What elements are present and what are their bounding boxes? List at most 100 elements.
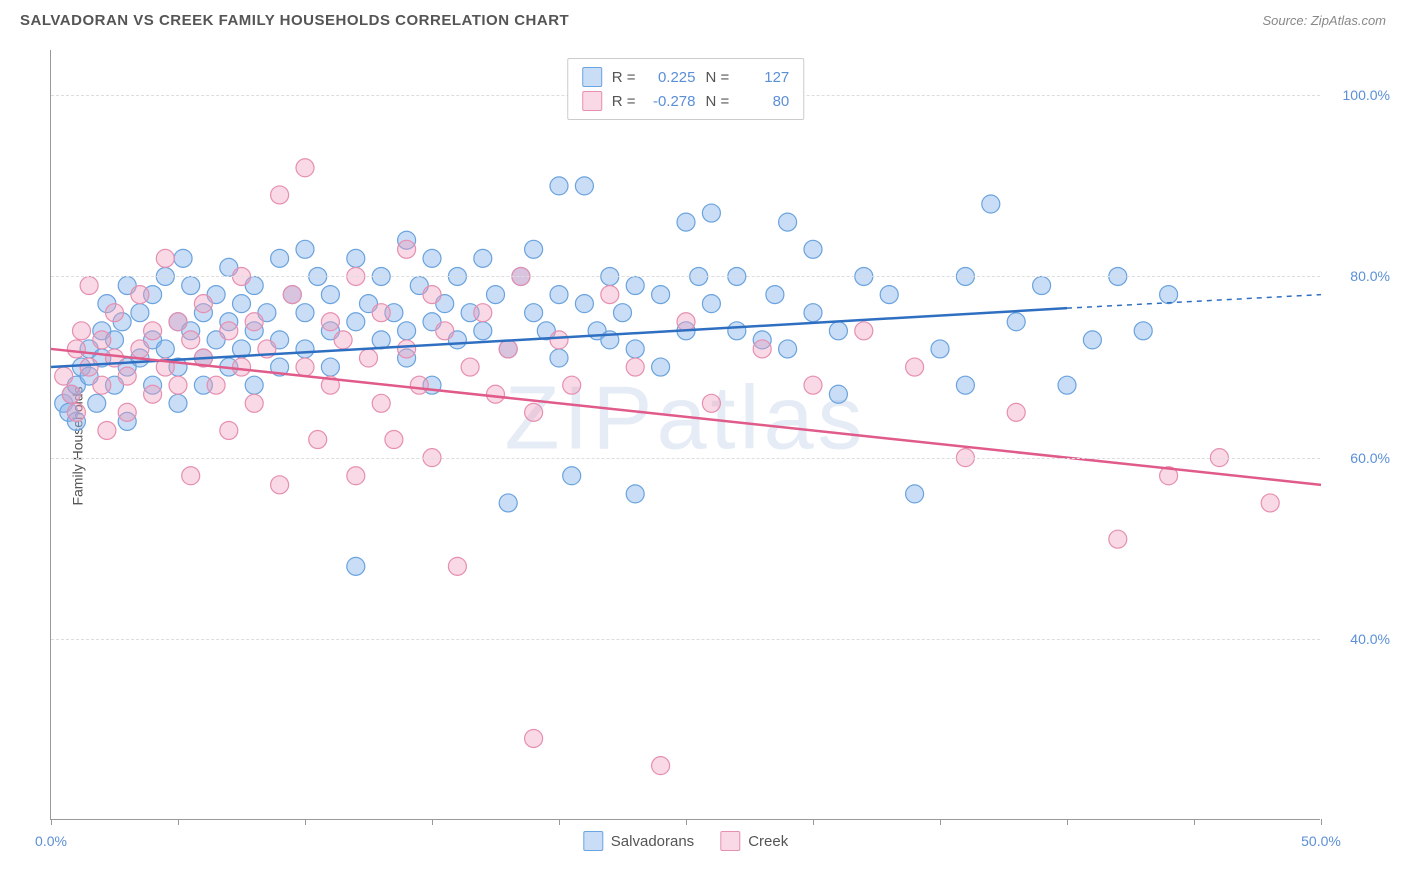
x-tick — [813, 819, 814, 825]
scatter-point — [804, 376, 822, 394]
gridline-h — [51, 276, 1320, 277]
scatter-point — [118, 367, 136, 385]
scatter-point — [156, 340, 174, 358]
r-label: R = — [612, 69, 636, 86]
swatch-salvadorans — [582, 67, 602, 87]
scatter-point — [80, 358, 98, 376]
scatter-point — [118, 403, 136, 421]
n-label: N = — [706, 69, 730, 86]
x-tick — [940, 819, 941, 825]
swatch-creek — [582, 91, 602, 111]
scatter-point — [779, 213, 797, 231]
scatter-point — [182, 467, 200, 485]
scatter-point — [169, 376, 187, 394]
scatter-point — [550, 286, 568, 304]
scatter-point — [144, 322, 162, 340]
scatter-point — [88, 394, 106, 412]
scatter-point — [321, 313, 339, 331]
scatter-point — [80, 277, 98, 295]
scatter-point — [829, 385, 847, 403]
scatter-point — [1058, 376, 1076, 394]
scatter-point — [410, 376, 428, 394]
scatter-point — [233, 295, 251, 313]
scatter-point — [766, 286, 784, 304]
scatter-point — [398, 340, 416, 358]
scatter-point — [271, 476, 289, 494]
scatter-point — [525, 403, 543, 421]
scatter-point — [1109, 530, 1127, 548]
scatter-point — [804, 240, 822, 258]
y-tick-label: 100.0% — [1343, 87, 1390, 103]
scatter-point — [702, 295, 720, 313]
trend-line-dashed — [1067, 295, 1321, 309]
scatter-point — [804, 304, 822, 322]
n-value-salvadorans: 127 — [739, 69, 789, 86]
scatter-point — [474, 304, 492, 322]
scatter-point — [448, 557, 466, 575]
scatter-point — [855, 322, 873, 340]
y-tick-label: 80.0% — [1350, 268, 1390, 284]
scatter-point — [779, 340, 797, 358]
scatter-point — [131, 286, 149, 304]
scatter-point — [1007, 313, 1025, 331]
source-label: Source: ZipAtlas.com — [1262, 13, 1386, 28]
scatter-point — [321, 286, 339, 304]
scatter-point — [194, 295, 212, 313]
gridline-h — [51, 458, 1320, 459]
legend-item-creek: Creek — [720, 831, 788, 851]
n-label: N = — [706, 93, 730, 110]
scatter-point — [906, 358, 924, 376]
scatter-point — [169, 313, 187, 331]
x-tick-label: 50.0% — [1301, 833, 1341, 849]
scatter-point — [156, 249, 174, 267]
scatter-point — [296, 159, 314, 177]
x-tick — [1194, 819, 1195, 825]
scatter-point — [360, 349, 378, 367]
scatter-point — [525, 304, 543, 322]
scatter-point — [372, 304, 390, 322]
scatter-point — [398, 322, 416, 340]
scatter-point — [245, 376, 263, 394]
stats-row-creek: R = -0.278 N = 80 — [582, 89, 790, 113]
scatter-point — [677, 213, 695, 231]
scatter-point — [233, 358, 251, 376]
scatter-point — [334, 331, 352, 349]
bottom-legend: Salvadorans Creek — [583, 831, 788, 851]
scatter-point — [461, 358, 479, 376]
scatter-point — [702, 394, 720, 412]
scatter-point — [67, 403, 85, 421]
scatter-point — [906, 485, 924, 503]
scatter-point — [626, 358, 644, 376]
scatter-point — [601, 286, 619, 304]
scatter-svg — [51, 50, 1320, 819]
scatter-point — [296, 340, 314, 358]
scatter-point — [499, 494, 517, 512]
scatter-point — [182, 331, 200, 349]
scatter-point — [982, 195, 1000, 213]
x-tick — [178, 819, 179, 825]
scatter-point — [220, 322, 238, 340]
r-value-salvadorans: 0.225 — [646, 69, 696, 86]
scatter-point — [563, 376, 581, 394]
scatter-point — [753, 340, 771, 358]
scatter-point — [487, 286, 505, 304]
scatter-point — [271, 249, 289, 267]
r-value-creek: -0.278 — [646, 93, 696, 110]
scatter-point — [652, 286, 670, 304]
scatter-point — [1083, 331, 1101, 349]
scatter-point — [309, 431, 327, 449]
scatter-point — [525, 729, 543, 747]
scatter-point — [423, 249, 441, 267]
y-tick-label: 60.0% — [1350, 450, 1390, 466]
scatter-point — [131, 304, 149, 322]
scatter-point — [321, 358, 339, 376]
scatter-point — [652, 757, 670, 775]
scatter-point — [829, 322, 847, 340]
scatter-point — [626, 277, 644, 295]
scatter-point — [207, 376, 225, 394]
y-tick-label: 40.0% — [1350, 631, 1390, 647]
scatter-point — [474, 322, 492, 340]
scatter-point — [131, 340, 149, 358]
scatter-point — [626, 485, 644, 503]
scatter-point — [652, 358, 670, 376]
